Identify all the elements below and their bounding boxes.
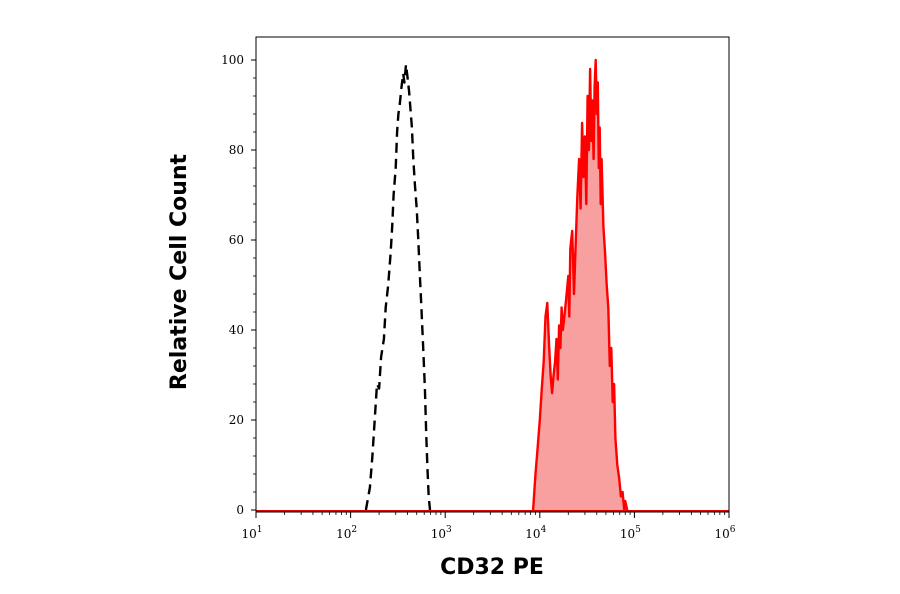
x-tick-label: 101 bbox=[241, 525, 262, 541]
plot-area bbox=[256, 58, 729, 512]
x-tick-label: 104 bbox=[525, 525, 546, 541]
series-1-fill bbox=[533, 60, 628, 510]
series-1-line bbox=[531, 58, 629, 512]
x-tick-label: 102 bbox=[336, 525, 357, 541]
x-tick-label: 105 bbox=[620, 525, 641, 541]
x-axis-title: CD32 PE bbox=[440, 555, 544, 580]
plot-frame bbox=[255, 36, 730, 513]
y-tick-label: 80 bbox=[229, 143, 244, 157]
axes: 0 20 40 60 80 100 101 102 103 104 105 106 bbox=[221, 36, 736, 541]
y-axis-title: Relative Cell Count bbox=[167, 153, 192, 390]
axis-labels: CD32 PE Relative Cell Count bbox=[167, 153, 544, 580]
y-tick-label: 40 bbox=[229, 323, 244, 337]
x-tick-label: 103 bbox=[431, 525, 452, 541]
y-tick-label: 100 bbox=[221, 53, 244, 67]
series-0-line bbox=[364, 63, 432, 511]
y-tick-label: 20 bbox=[229, 413, 244, 427]
y-tick-label: 60 bbox=[229, 233, 244, 247]
x-tick-label: 106 bbox=[714, 525, 735, 541]
y-tick-label: 0 bbox=[236, 503, 244, 517]
